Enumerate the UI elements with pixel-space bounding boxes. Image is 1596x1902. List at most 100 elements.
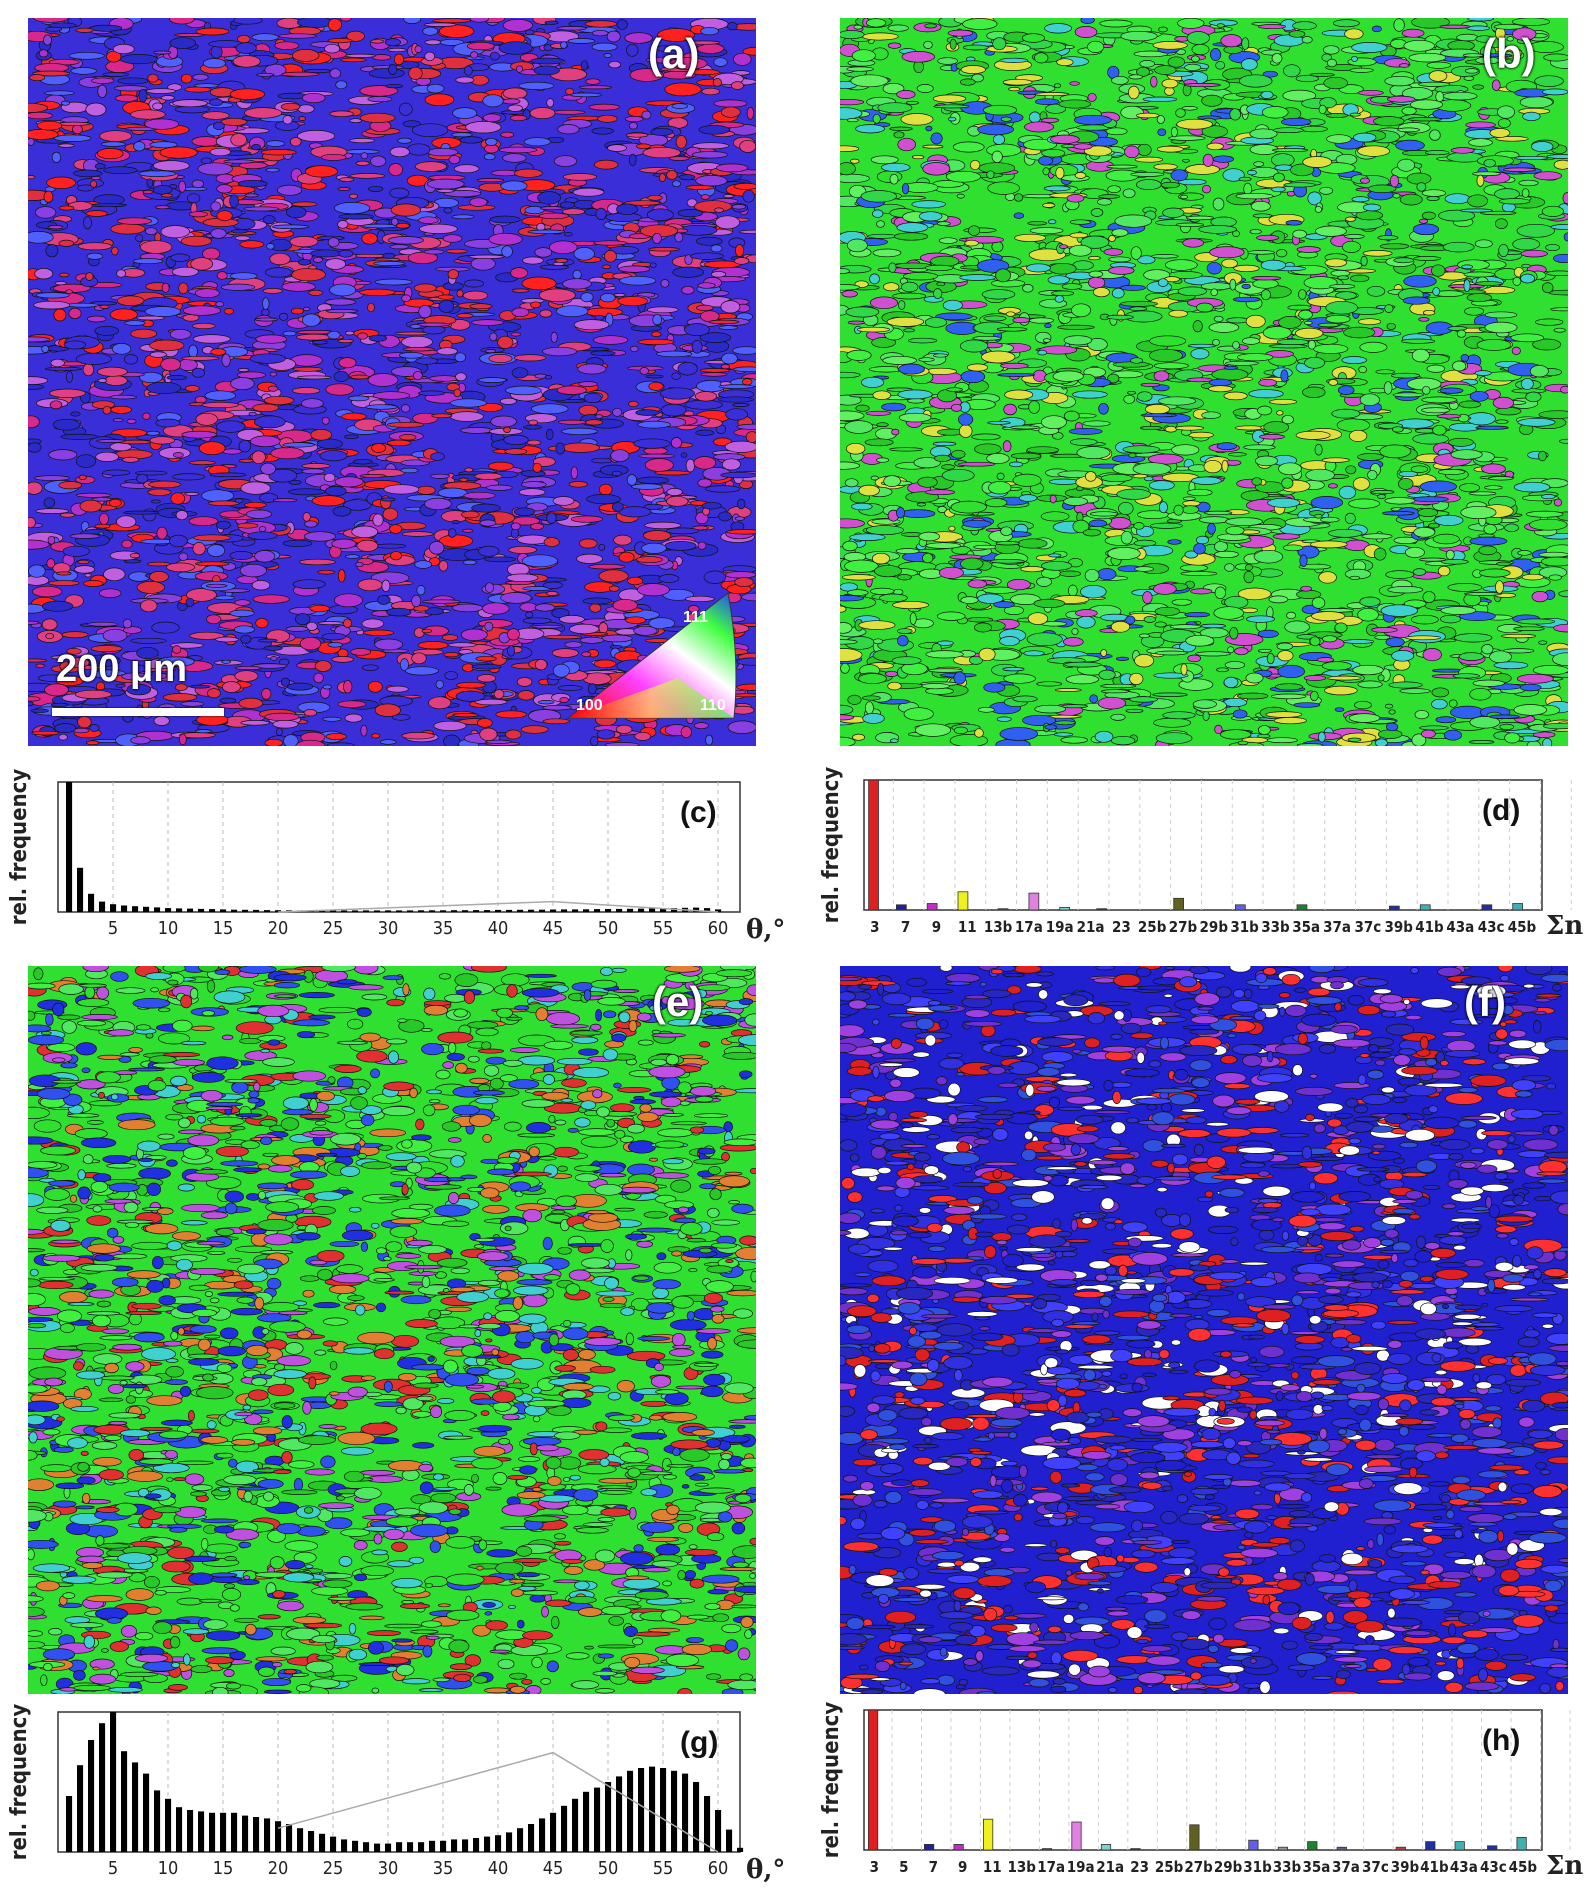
- histogram-bar: [110, 1712, 117, 1852]
- sigma-tick-label: 7: [901, 918, 910, 936]
- sigma-bar: [953, 1843, 964, 1851]
- sigma-tick-label: 5: [899, 1858, 908, 1876]
- x-tick-label: 40: [488, 918, 509, 939]
- histogram-bar: [693, 907, 700, 912]
- histogram-bar: [506, 909, 513, 912]
- sigma-bar: [1041, 1848, 1053, 1851]
- map-f: (f): [840, 966, 1568, 1694]
- sigma-bar: [1512, 903, 1524, 911]
- histogram-bar: [539, 1818, 546, 1852]
- histogram-bar: [495, 1835, 502, 1852]
- x-tick-label: 45: [543, 918, 564, 939]
- histogram-bar: [638, 908, 645, 912]
- x-axis-unit: θ,°: [746, 915, 785, 945]
- plot-frame: [57, 1711, 741, 1853]
- y-axis-label: rel. frequency: [7, 1704, 32, 1861]
- sigma-tick-label: 29b: [1200, 918, 1229, 936]
- histogram-bar: [462, 910, 469, 912]
- x-tick-label: 5: [108, 1858, 118, 1879]
- histogram-bar: [121, 905, 128, 912]
- x-tick-label: 30: [378, 1858, 399, 1879]
- histogram-bar: [352, 1840, 359, 1852]
- histogram-bar: [143, 1773, 150, 1852]
- sigma-tick-label: 33b: [1273, 1858, 1302, 1876]
- x-tick-label: 25: [323, 918, 344, 939]
- x-tick-label: 30: [378, 918, 399, 939]
- sigma-tick-label: 13b: [984, 918, 1013, 936]
- histogram-bar: [605, 909, 612, 912]
- panel-label-c: (c): [680, 796, 717, 829]
- sigma-tick-label: 37c: [1362, 1858, 1389, 1876]
- sigma-tick-label: 39b: [1384, 918, 1413, 936]
- x-tick-label: 35: [433, 918, 454, 939]
- histogram-bar: [176, 1807, 183, 1852]
- histogram-bar: [132, 1762, 139, 1852]
- x-tick-label: 55: [653, 1858, 674, 1879]
- histogram-bar: [231, 909, 238, 912]
- histogram-bar: [374, 910, 381, 912]
- histogram-bar: [495, 909, 502, 912]
- histogram-bar: [715, 1810, 722, 1852]
- histogram-bar: [594, 1787, 601, 1852]
- sigma-bar: [1487, 1845, 1498, 1851]
- sigma-tick-label: 9: [958, 1858, 967, 1876]
- panel-label-d: (d): [1482, 794, 1520, 827]
- histogram-bar: [396, 1842, 403, 1852]
- sigma-tick-label: 29b: [1214, 1858, 1243, 1876]
- sigma-bar: [1096, 908, 1108, 911]
- sigma-tick-label: 19a: [1067, 1858, 1095, 1876]
- histogram-bar: [407, 1842, 414, 1852]
- sigma-tick-label: 23: [1112, 918, 1131, 936]
- histogram-bar: [418, 1842, 425, 1852]
- histogram-bar: [385, 910, 392, 912]
- sigma-bar: [1234, 904, 1246, 911]
- sigma-bar: [1419, 904, 1431, 911]
- histogram-bar: [429, 910, 436, 912]
- histogram-bar: [209, 909, 216, 912]
- sigma-bar: [1481, 904, 1493, 911]
- histogram-bar: [407, 910, 414, 912]
- sigma-bar: [868, 779, 879, 911]
- plot-frame: [863, 779, 1543, 911]
- histogram-bar: [385, 1843, 392, 1852]
- histogram-bar: [363, 910, 370, 912]
- histogram-bar: [704, 1796, 711, 1852]
- histogram-bar: [583, 909, 590, 912]
- histogram-bar: [429, 1840, 436, 1852]
- ipf-color-key: 111 100 110: [566, 592, 737, 719]
- histogram-bar: [649, 908, 656, 912]
- x-tick-label: 50: [598, 1858, 619, 1879]
- map-e: (e): [28, 966, 756, 1694]
- histogram-bar: [275, 910, 282, 912]
- sigma-tick-label: 23: [1130, 1858, 1149, 1876]
- x-tick-label: 50: [598, 918, 619, 939]
- sigma-tick-label: 43c: [1478, 918, 1505, 936]
- x-tick-label: 15: [213, 918, 234, 939]
- histogram-bar: [594, 909, 601, 912]
- panel-label-b: (b): [1482, 30, 1536, 77]
- sigma-tick-label: 43c: [1480, 1858, 1507, 1876]
- histogram-bar: [572, 909, 579, 912]
- sigma-tick-label: 35a: [1292, 918, 1320, 936]
- x-tick-label: 25: [323, 1858, 344, 1879]
- plot-frame: [863, 1709, 1543, 1851]
- histogram-bar: [616, 908, 623, 912]
- sigma-bar: [896, 904, 907, 911]
- histogram-bar: [154, 1790, 161, 1852]
- sigma-bar: [924, 1843, 935, 1851]
- histogram-bar: [627, 1770, 634, 1852]
- sigma-bar: [1028, 892, 1040, 911]
- y-axis-label: rel. frequency: [7, 769, 32, 926]
- x-axis-unit: θ,°: [746, 1855, 785, 1885]
- histogram-bar: [143, 906, 150, 912]
- sigma-tick-label: 45b: [1509, 1858, 1538, 1876]
- sigma-tick-label: 37a: [1323, 918, 1351, 936]
- sigma-tick-label: 35a: [1303, 1858, 1331, 1876]
- histogram-bar: [561, 1805, 568, 1852]
- x-tick-label: 10: [158, 1858, 179, 1879]
- sigma-tick-label: 17a: [1037, 1858, 1065, 1876]
- histogram-bar: [616, 1776, 623, 1852]
- sigma-tick-label: 9: [932, 918, 941, 936]
- histogram-bar: [264, 1818, 271, 1852]
- histogram-bar: [330, 1836, 337, 1852]
